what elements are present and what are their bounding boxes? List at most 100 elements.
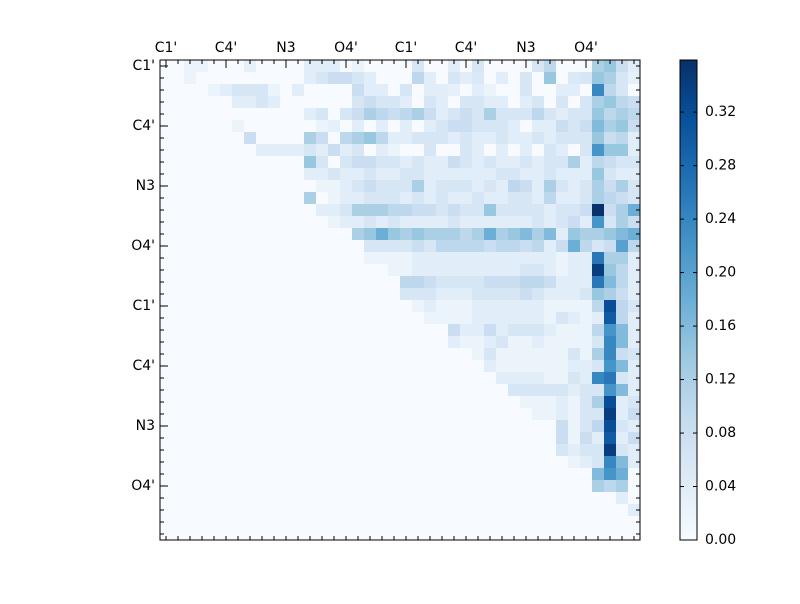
cell — [472, 396, 485, 409]
cell — [268, 312, 281, 325]
cell — [340, 384, 353, 397]
cell — [268, 324, 281, 337]
cell — [544, 108, 557, 121]
cell — [172, 96, 185, 109]
cell — [592, 228, 605, 241]
cell — [616, 144, 629, 157]
cell — [172, 324, 185, 337]
cell — [280, 336, 293, 349]
cell — [220, 420, 233, 433]
cell — [628, 516, 641, 529]
cell — [532, 396, 545, 409]
cell — [508, 396, 521, 409]
y-tick-label: N3 — [136, 418, 155, 434]
x-tick-label: O4' — [574, 40, 598, 56]
cell — [544, 468, 557, 481]
cell — [388, 204, 401, 217]
cell — [208, 456, 221, 469]
cell — [580, 264, 593, 277]
cell — [472, 252, 485, 265]
cell — [208, 60, 221, 73]
cell — [580, 156, 593, 169]
colorbar-tick-label: 0.28 — [705, 158, 736, 174]
cell — [244, 168, 257, 181]
cell — [424, 276, 437, 289]
cell — [436, 420, 449, 433]
cell — [376, 240, 389, 253]
cell — [352, 456, 365, 469]
cell — [376, 408, 389, 421]
cell — [340, 528, 353, 541]
cell — [184, 312, 197, 325]
cell — [520, 372, 533, 385]
cell — [604, 444, 617, 457]
cell — [388, 252, 401, 265]
cell — [556, 480, 569, 493]
cell — [460, 120, 473, 133]
cell — [376, 528, 389, 541]
cell — [268, 516, 281, 529]
cell — [328, 96, 341, 109]
cell — [304, 300, 317, 313]
cell — [184, 72, 197, 85]
cell — [208, 420, 221, 433]
cell — [400, 180, 413, 193]
cell — [388, 480, 401, 493]
cell — [232, 396, 245, 409]
cell — [280, 96, 293, 109]
cell — [508, 120, 521, 133]
cell — [256, 408, 269, 421]
cell — [160, 108, 173, 121]
cell — [580, 192, 593, 205]
cell — [508, 60, 521, 73]
cell — [172, 132, 185, 145]
cell — [208, 336, 221, 349]
cell — [460, 168, 473, 181]
cell — [472, 204, 485, 217]
cell — [448, 444, 461, 457]
cell — [616, 60, 629, 73]
cell — [460, 336, 473, 349]
cell — [364, 180, 377, 193]
cell — [328, 132, 341, 145]
cell — [160, 192, 173, 205]
cell — [520, 360, 533, 373]
cell — [244, 528, 257, 541]
cell — [268, 384, 281, 397]
cell — [616, 120, 629, 133]
cell — [172, 516, 185, 529]
cell — [160, 504, 173, 517]
cell — [484, 420, 497, 433]
cell — [388, 516, 401, 529]
cell — [412, 216, 425, 229]
cell — [328, 528, 341, 541]
cell — [244, 456, 257, 469]
cell — [532, 324, 545, 337]
cell — [364, 240, 377, 253]
cell — [616, 408, 629, 421]
cell — [172, 216, 185, 229]
cell — [196, 456, 209, 469]
cell — [592, 192, 605, 205]
cell — [172, 504, 185, 517]
cell — [616, 324, 629, 337]
cell — [460, 192, 473, 205]
cell — [328, 492, 341, 505]
cell — [208, 252, 221, 265]
cell — [496, 192, 509, 205]
cell — [532, 432, 545, 445]
cell — [340, 324, 353, 337]
cell — [424, 144, 437, 157]
cell — [604, 408, 617, 421]
cell — [244, 144, 257, 157]
cell — [256, 144, 269, 157]
cell — [244, 480, 257, 493]
cell — [556, 180, 569, 193]
cell — [256, 384, 269, 397]
cell — [172, 360, 185, 373]
cell — [568, 492, 581, 505]
cell — [340, 120, 353, 133]
cell — [376, 192, 389, 205]
cell — [196, 300, 209, 313]
